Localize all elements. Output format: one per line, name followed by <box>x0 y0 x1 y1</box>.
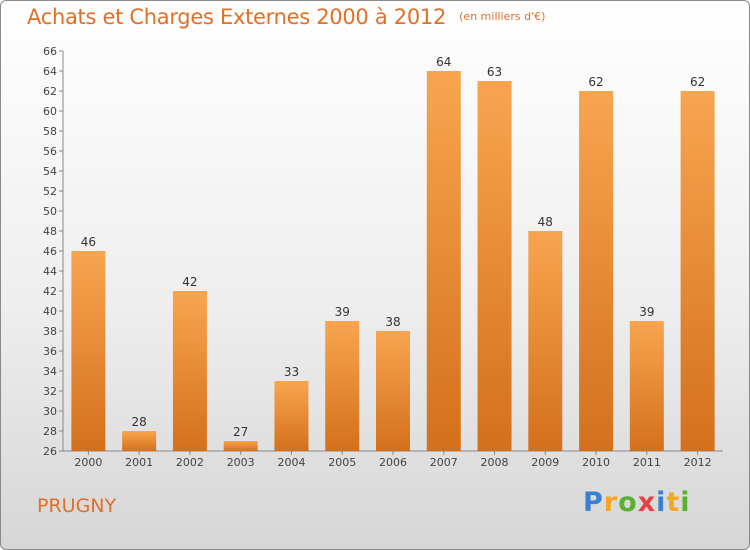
y-tick-label: 54 <box>43 165 57 178</box>
logo-letter: t <box>666 487 681 518</box>
bar-value-label: 48 <box>538 215 553 229</box>
bar <box>274 381 309 451</box>
y-tick-label: 56 <box>43 145 57 158</box>
x-tick-label: 2002 <box>176 456 204 469</box>
y-tick-label: 42 <box>43 285 57 298</box>
logo-letter: r <box>603 487 619 518</box>
chart-title: Achats et Charges Externes 2000 à 2012 <box>27 5 447 29</box>
bar <box>71 251 106 451</box>
y-tick-label: 50 <box>43 205 57 218</box>
y-tick-label: 44 <box>43 265 57 278</box>
y-tick-label: 26 <box>43 445 57 458</box>
y-tick-label: 60 <box>43 105 57 118</box>
bar-value-label: 28 <box>132 415 147 429</box>
y-tick-label: 48 <box>43 225 57 238</box>
bar <box>376 331 410 451</box>
bar <box>477 81 512 451</box>
bar <box>223 441 258 451</box>
y-tick-label: 52 <box>43 185 57 198</box>
bar-value-label: 62 <box>690 75 705 89</box>
y-tick-label: 36 <box>43 345 57 358</box>
bar <box>680 91 715 451</box>
x-tick-label: 2004 <box>277 456 305 469</box>
bar-value-label: 63 <box>487 65 502 79</box>
bar-value-label: 39 <box>335 305 350 319</box>
y-tick-label: 62 <box>43 85 57 98</box>
bar <box>528 231 563 451</box>
x-tick-label: 2009 <box>531 456 559 469</box>
bar <box>122 431 157 451</box>
bar <box>172 291 207 451</box>
x-tick-label: 2007 <box>430 456 458 469</box>
logo-letter: i <box>656 487 667 518</box>
bar <box>325 321 360 451</box>
bar-value-label: 33 <box>284 365 299 379</box>
y-tick-label: 32 <box>43 385 57 398</box>
y-tick-label: 40 <box>43 305 57 318</box>
bar-value-label: 62 <box>588 75 603 89</box>
bar <box>629 321 664 451</box>
bar-value-label: 38 <box>385 315 400 329</box>
y-tick-label: 30 <box>43 405 57 418</box>
x-tick-label: 2005 <box>328 456 356 469</box>
bar-value-label: 64 <box>436 55 451 69</box>
commune-name: PRUGNY <box>37 495 117 517</box>
bar-value-label: 46 <box>81 235 96 249</box>
logo-letter: i <box>680 487 691 518</box>
chart-unit: (en milliers d'€) <box>459 10 546 23</box>
x-tick-label: 2006 <box>379 456 407 469</box>
title-row: Achats et Charges Externes 2000 à 2012 (… <box>27 5 545 29</box>
bar <box>579 91 614 451</box>
bar <box>426 71 461 451</box>
x-tick-label: 2000 <box>74 456 102 469</box>
x-tick-label: 2001 <box>125 456 153 469</box>
bar-value-label: 27 <box>233 425 248 439</box>
x-tick-label: 2008 <box>481 456 509 469</box>
y-tick-label: 34 <box>43 365 57 378</box>
x-tick-label: 2011 <box>633 456 661 469</box>
bar-value-label: 42 <box>182 275 197 289</box>
logo-letter: o <box>618 487 638 518</box>
y-tick-label: 38 <box>43 325 57 338</box>
x-tick-label: 2003 <box>227 456 255 469</box>
bar-value-label: 39 <box>639 305 654 319</box>
logo-letter: P <box>583 487 604 518</box>
y-tick-label: 58 <box>43 125 57 138</box>
y-tick-label: 64 <box>43 65 57 78</box>
y-tick-label: 46 <box>43 245 57 258</box>
proxiti-logo: Proxiti <box>583 487 691 518</box>
y-tick-label: 28 <box>43 425 57 438</box>
logo-letter: x <box>637 487 657 518</box>
x-tick-label: 2012 <box>684 456 712 469</box>
y-tick-label: 66 <box>43 45 57 58</box>
x-tick-label: 2010 <box>582 456 610 469</box>
